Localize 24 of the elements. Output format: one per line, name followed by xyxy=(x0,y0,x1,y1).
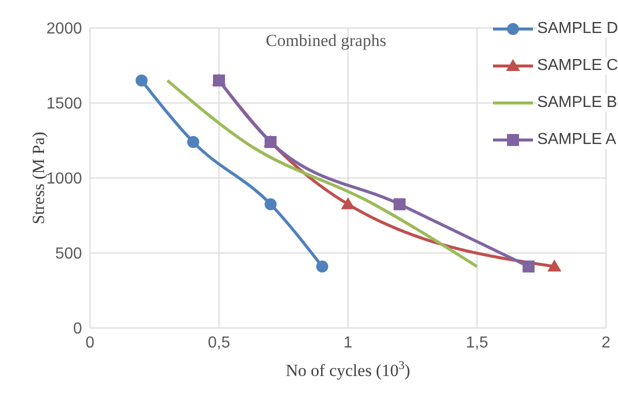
point xyxy=(316,260,328,272)
point xyxy=(522,260,535,272)
legend-label: SAMPLE A xyxy=(537,130,616,148)
y-tick-label: 1500 xyxy=(46,96,82,113)
x-axis-title: No of cycles (10$^{3}$) xyxy=(286,358,410,380)
line-series xyxy=(166,79,478,268)
point xyxy=(187,136,200,148)
legend-label: SAMPLE C xyxy=(537,56,618,74)
point xyxy=(136,74,148,86)
y-tick-label: 1000 xyxy=(46,170,82,188)
chart-title: Combined graphs xyxy=(266,31,386,50)
legend-label: SAMPLE B xyxy=(537,94,618,112)
point xyxy=(264,198,277,210)
y-axis-title: Stress (M Pa) xyxy=(28,132,48,224)
legend-label: SAMPLE D xyxy=(537,20,618,38)
x-tick-label: 0 xyxy=(86,334,95,352)
y-tick-label: 2000 xyxy=(46,20,82,38)
y-tick-label: 500 xyxy=(55,246,82,263)
x-tick-label: 2 xyxy=(602,334,611,352)
point xyxy=(394,198,406,210)
x-tick-label: 0,5 xyxy=(208,334,230,352)
y-tick-label: 0 xyxy=(73,320,82,338)
x-tick-label: 1 xyxy=(344,334,353,352)
x-tick-label: 1,5 xyxy=(466,334,488,352)
